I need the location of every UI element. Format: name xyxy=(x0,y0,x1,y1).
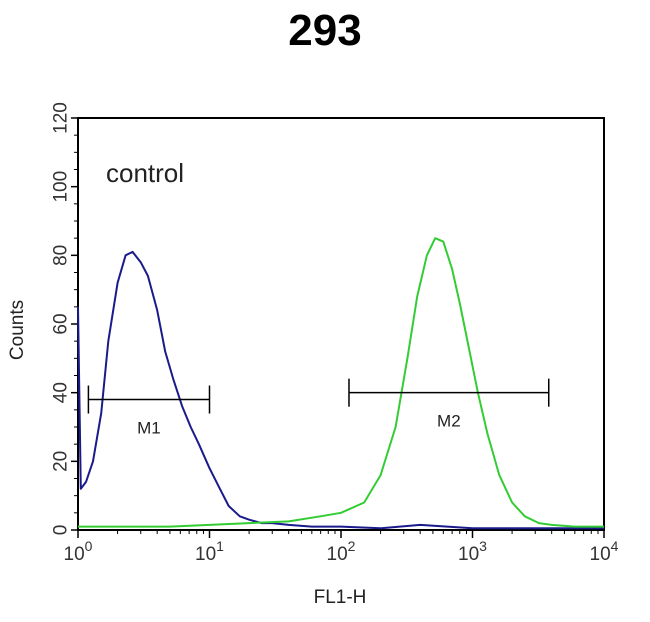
y-tick-label: 100 xyxy=(51,171,72,203)
marker-layer: M1 M2 xyxy=(87,378,550,438)
y-tick-label: 80 xyxy=(51,245,72,266)
y-axis-ticks: 0 20 40 60 80 100 120 xyxy=(51,102,78,535)
x-tick-label: 101 xyxy=(195,538,224,565)
series-2-line xyxy=(78,237,604,528)
annotation-control: control xyxy=(106,158,184,188)
y-tick-label: 120 xyxy=(51,102,72,134)
series-layer xyxy=(77,237,604,530)
plot-frame xyxy=(77,117,605,531)
series-1-line xyxy=(77,250,604,530)
chart-title: 293 xyxy=(288,6,362,55)
y-tick-label: 20 xyxy=(51,451,72,472)
x-tick-label: 102 xyxy=(327,538,356,565)
y-tick-label: 0 xyxy=(51,525,72,536)
x-axis-ticks: 100 101 102 103 104 xyxy=(64,530,619,565)
marker-m2-label: M2 xyxy=(437,412,461,431)
x-axis-label: FL1-H xyxy=(314,587,367,608)
x-tick-label: 100 xyxy=(64,538,93,565)
marker-m1-label: M1 xyxy=(137,419,161,438)
y-tick-label: 60 xyxy=(51,313,72,334)
y-axis-label: Counts xyxy=(7,300,28,360)
y-tick-label: 40 xyxy=(51,382,72,403)
x-tick-label: 103 xyxy=(458,538,487,565)
x-tick-label: 104 xyxy=(590,538,619,565)
